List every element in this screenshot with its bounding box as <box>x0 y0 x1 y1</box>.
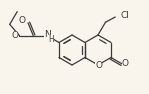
Text: O: O <box>122 59 129 68</box>
Text: H: H <box>48 35 54 44</box>
Text: O: O <box>11 31 18 40</box>
Text: Cl: Cl <box>120 11 129 20</box>
Text: N: N <box>44 30 50 39</box>
Text: O: O <box>18 16 25 25</box>
Text: O: O <box>96 61 103 69</box>
